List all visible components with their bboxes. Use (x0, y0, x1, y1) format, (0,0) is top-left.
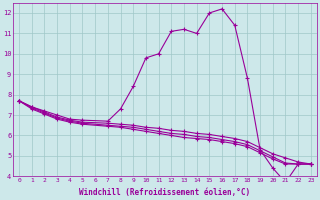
X-axis label: Windchill (Refroidissement éolien,°C): Windchill (Refroidissement éolien,°C) (79, 188, 251, 197)
